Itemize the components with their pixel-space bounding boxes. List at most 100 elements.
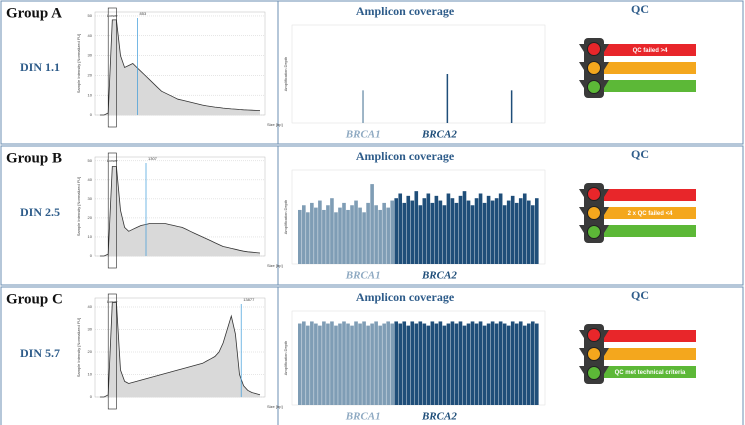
qc-text: QC met technical criteria <box>615 370 686 376</box>
coverage-bar <box>410 200 415 264</box>
coverage-bar <box>330 321 334 405</box>
din-label: DIN 2.5 <box>20 205 60 219</box>
y-tick-label: 20 <box>88 72 93 77</box>
y-tick-label: 40 <box>88 177 93 182</box>
coverage-bar <box>506 200 511 264</box>
coverage-bar <box>502 205 507 264</box>
coverage-bar <box>474 198 479 264</box>
coverage-bar <box>470 321 475 405</box>
y-axis-label: Sample Intensity [Normalized FU] <box>76 318 81 378</box>
intensity-line <box>100 302 261 398</box>
coverage-bar <box>510 90 513 123</box>
y-tick-label: 10 <box>88 234 93 239</box>
y-tick-label: 40 <box>88 33 93 38</box>
coverage-bar <box>366 325 370 405</box>
coverage-bar <box>462 191 467 264</box>
coverage-bar <box>378 325 382 405</box>
gene-label: BRCA2 <box>421 411 457 423</box>
coverage-bar <box>390 323 394 405</box>
coverage-bar <box>446 323 451 405</box>
coverage-bar <box>398 323 403 405</box>
qc-bar <box>604 225 696 237</box>
x-axis-label: Size [bp] <box>267 263 283 268</box>
peak-label: 13877 <box>243 297 255 302</box>
coverage-bar <box>454 202 459 264</box>
coverage-bar <box>522 193 527 264</box>
coverage-bar <box>530 205 535 264</box>
coverage-bar <box>330 198 334 264</box>
coverage-bar <box>382 323 386 405</box>
coverage-bar <box>414 323 419 405</box>
coverage-bar <box>470 205 475 264</box>
coverage-bar <box>362 321 366 405</box>
coverage-bar <box>450 321 455 405</box>
coverage-bar <box>326 205 330 264</box>
light-ear <box>579 80 609 88</box>
coverage-bar <box>502 323 507 405</box>
coverage-bar <box>430 321 435 405</box>
coverage-bar <box>350 205 354 264</box>
qc-bar <box>604 207 696 219</box>
coverage-bar <box>498 193 503 264</box>
qc-bar <box>604 62 696 74</box>
coverage-bar <box>438 200 443 264</box>
marker-label: Lower <box>107 158 119 163</box>
coverage-bar <box>314 207 318 264</box>
coverage-bar <box>526 200 531 264</box>
coverage-bar <box>454 323 459 405</box>
gene-label: BRCA1 <box>345 270 381 282</box>
coverage-title: Amplicon coverage <box>356 149 455 163</box>
coverage-bar <box>378 209 382 264</box>
coverage-bar <box>306 212 310 264</box>
coverage-bar <box>506 325 511 405</box>
coverage-bar <box>458 195 463 264</box>
gene-label: BRCA2 <box>421 270 457 282</box>
coverage-bar <box>422 323 427 405</box>
y-tick-label: 0 <box>90 394 93 399</box>
coverage-bar <box>474 323 479 405</box>
y-tick-label: 50 <box>88 13 93 18</box>
coverage-bar <box>446 74 449 123</box>
coverage-bar <box>338 323 342 405</box>
coverage-bar <box>394 321 399 405</box>
coverage-bar <box>334 325 338 405</box>
y-tick-label: 30 <box>88 327 93 332</box>
coverage-bar <box>522 325 527 405</box>
coverage-bar <box>322 209 326 264</box>
coverage-bar <box>434 323 439 405</box>
coverage-bar <box>406 195 411 264</box>
coverage-bar <box>430 202 435 264</box>
light-ear <box>579 348 609 356</box>
coverage-bar <box>478 193 483 264</box>
intensity-area <box>100 19 260 115</box>
light <box>587 225 601 239</box>
coverage-bar <box>510 321 515 405</box>
coverage-bar <box>298 209 302 264</box>
coverage-bar <box>426 193 431 264</box>
coverage-bar <box>386 321 390 405</box>
qc-bar <box>604 80 696 92</box>
panel-border <box>0 145 744 286</box>
coverage-bar <box>494 198 499 264</box>
marker-label: Lower <box>107 13 119 18</box>
coverage-bar <box>442 325 447 405</box>
y-tick-label: 20 <box>88 349 93 354</box>
coverage-bar <box>494 323 499 405</box>
coverage-bar <box>334 212 338 264</box>
light <box>587 206 601 220</box>
coverage-bar <box>374 205 378 264</box>
y-tick-label: 40 <box>88 304 93 309</box>
intensity-line <box>100 19 261 116</box>
coverage-bar <box>462 325 467 405</box>
y-tick-label: 10 <box>88 372 93 377</box>
x-axis-label: Size [bp] <box>267 122 283 127</box>
light-ear <box>579 189 609 197</box>
light-ear <box>579 62 609 70</box>
y-tick-label: 20 <box>88 215 93 220</box>
coverage-bar <box>482 202 487 264</box>
peak-label: 1307 <box>148 156 158 161</box>
coverage-bar <box>358 207 362 264</box>
coverage-bar <box>410 321 415 405</box>
coverage-bar <box>534 198 539 264</box>
